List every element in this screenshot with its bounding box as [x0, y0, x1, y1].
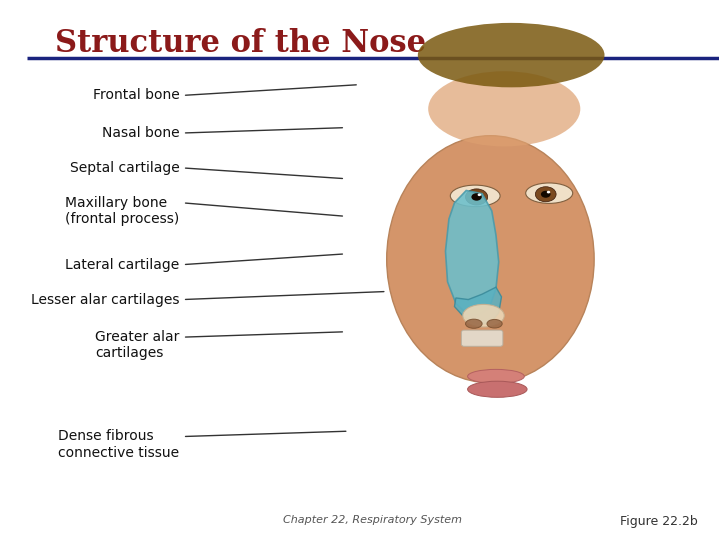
Ellipse shape	[472, 193, 482, 201]
Polygon shape	[446, 191, 499, 316]
Text: Structure of the Nose: Structure of the Nose	[55, 28, 426, 59]
Ellipse shape	[477, 193, 481, 196]
Ellipse shape	[487, 320, 502, 328]
Ellipse shape	[450, 185, 500, 207]
Ellipse shape	[541, 191, 551, 198]
Text: Lateral cartilage: Lateral cartilage	[65, 258, 179, 272]
Ellipse shape	[428, 71, 580, 146]
Text: Chapter 22, Respiratory System: Chapter 22, Respiratory System	[284, 515, 462, 525]
Ellipse shape	[526, 183, 572, 204]
Ellipse shape	[467, 381, 527, 397]
Text: Septal cartilage: Septal cartilage	[70, 161, 179, 175]
Text: Lesser alar cartilages: Lesser alar cartilages	[31, 293, 179, 307]
Ellipse shape	[546, 191, 550, 193]
Ellipse shape	[418, 23, 605, 87]
FancyBboxPatch shape	[462, 330, 503, 346]
Text: Dense fibrous
connective tissue: Dense fibrous connective tissue	[58, 429, 179, 460]
Text: Greater alar
cartilages: Greater alar cartilages	[95, 330, 179, 360]
Ellipse shape	[387, 136, 594, 383]
Text: Figure 22.2b: Figure 22.2b	[620, 515, 698, 528]
Polygon shape	[454, 287, 502, 325]
Text: Frontal bone: Frontal bone	[92, 89, 179, 103]
Text: Maxillary bone
(frontal process): Maxillary bone (frontal process)	[65, 196, 179, 226]
Ellipse shape	[466, 319, 482, 328]
Ellipse shape	[463, 305, 504, 327]
Ellipse shape	[467, 369, 524, 383]
Ellipse shape	[536, 187, 556, 202]
Ellipse shape	[466, 189, 487, 205]
Text: Nasal bone: Nasal bone	[102, 126, 179, 140]
